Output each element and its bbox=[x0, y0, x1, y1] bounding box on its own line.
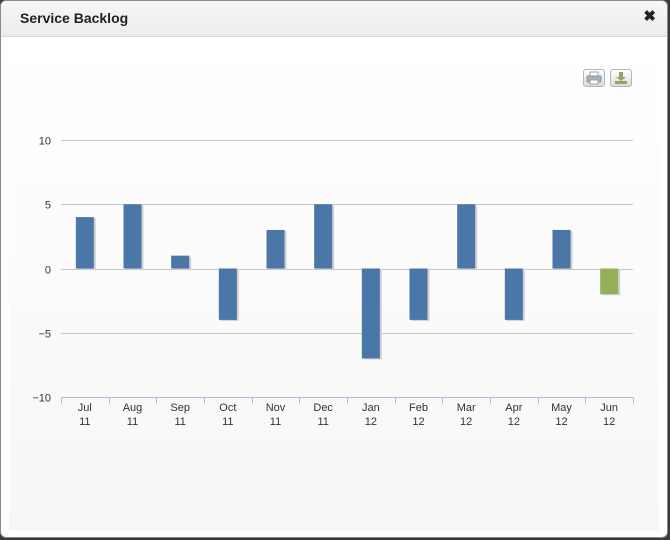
bar-oct-11[interactable] bbox=[218, 268, 237, 320]
x-tick-label-month: Jan bbox=[362, 402, 380, 414]
bar-chart: 10 5 0 −5 −10 Jul 11 Aug 11 Sep 11 Oct 11 Nov 11 Dec 11… bbox=[32, 136, 634, 428]
x-tick-label-month: Dec bbox=[313, 402, 333, 414]
bar-jun-12[interactable] bbox=[600, 268, 619, 295]
x-tick-label-month: May bbox=[551, 402, 572, 414]
export-button[interactable] bbox=[610, 69, 632, 87]
x-tick-label-year: 12 bbox=[508, 416, 520, 428]
x-tick-label-month: Aug bbox=[123, 402, 143, 414]
print-button[interactable] bbox=[583, 69, 605, 87]
x-tick-label-month: Nov bbox=[266, 402, 286, 414]
y-tick-label: 5 bbox=[45, 200, 51, 212]
x-tick-label-month: Mar bbox=[457, 402, 476, 414]
x-tick-label-month: Jun bbox=[600, 402, 618, 414]
y-tick-label: −5 bbox=[38, 329, 51, 341]
dialog-title: Service Backlog bbox=[20, 10, 129, 26]
x-tick-label-year: 12 bbox=[603, 416, 615, 428]
x-tick-label-year: 11 bbox=[174, 416, 185, 428]
x-tick-label-year: 11 bbox=[79, 416, 90, 428]
close-icon[interactable]: ✖ bbox=[643, 8, 656, 25]
y-tick-label: 10 bbox=[39, 136, 51, 148]
x-tick-label-month: Apr bbox=[505, 402, 522, 414]
x-tick-label-year: 11 bbox=[222, 416, 233, 428]
x-tick-label-month: Feb bbox=[409, 402, 428, 414]
x-tick-label-month: Oct bbox=[219, 402, 236, 414]
x-tick-label-year: 12 bbox=[460, 416, 472, 428]
x-tick-label-year: 12 bbox=[365, 416, 377, 428]
bar-aug-11[interactable] bbox=[123, 204, 142, 269]
bar-dec-11[interactable] bbox=[314, 204, 333, 269]
bar-jan-12[interactable] bbox=[361, 268, 380, 359]
bar-may-12[interactable] bbox=[552, 229, 571, 269]
bar-apr-12[interactable] bbox=[504, 268, 523, 320]
dialog-header: Service Backlog ✖ bbox=[1, 1, 667, 37]
x-tick-label-year: 11 bbox=[127, 416, 138, 428]
printer-icon bbox=[586, 71, 602, 85]
bar-sep-11[interactable] bbox=[171, 255, 190, 269]
x-tick-label-year: 11 bbox=[317, 416, 328, 428]
bar-mar-12[interactable] bbox=[457, 204, 476, 269]
x-tick-label-year: 12 bbox=[412, 416, 424, 428]
bar-nov-11[interactable] bbox=[266, 229, 285, 269]
download-icon bbox=[615, 72, 627, 84]
x-tick-label-month: Jul bbox=[78, 402, 92, 414]
bar-jul-11[interactable] bbox=[75, 217, 94, 269]
y-tick-label: 0 bbox=[45, 265, 51, 277]
y-tick-label: −10 bbox=[32, 393, 51, 405]
x-tick-label-year: 11 bbox=[270, 416, 281, 428]
x-tick-label-year: 12 bbox=[555, 416, 567, 428]
bar-feb-12[interactable] bbox=[409, 268, 428, 320]
chart-panel: 10 5 0 −5 −10 Jul 11 Aug 11 Sep 11 Oct 11 Nov 11 Dec 11… bbox=[9, 38, 659, 531]
x-tick-label-month: Sep bbox=[170, 402, 190, 414]
